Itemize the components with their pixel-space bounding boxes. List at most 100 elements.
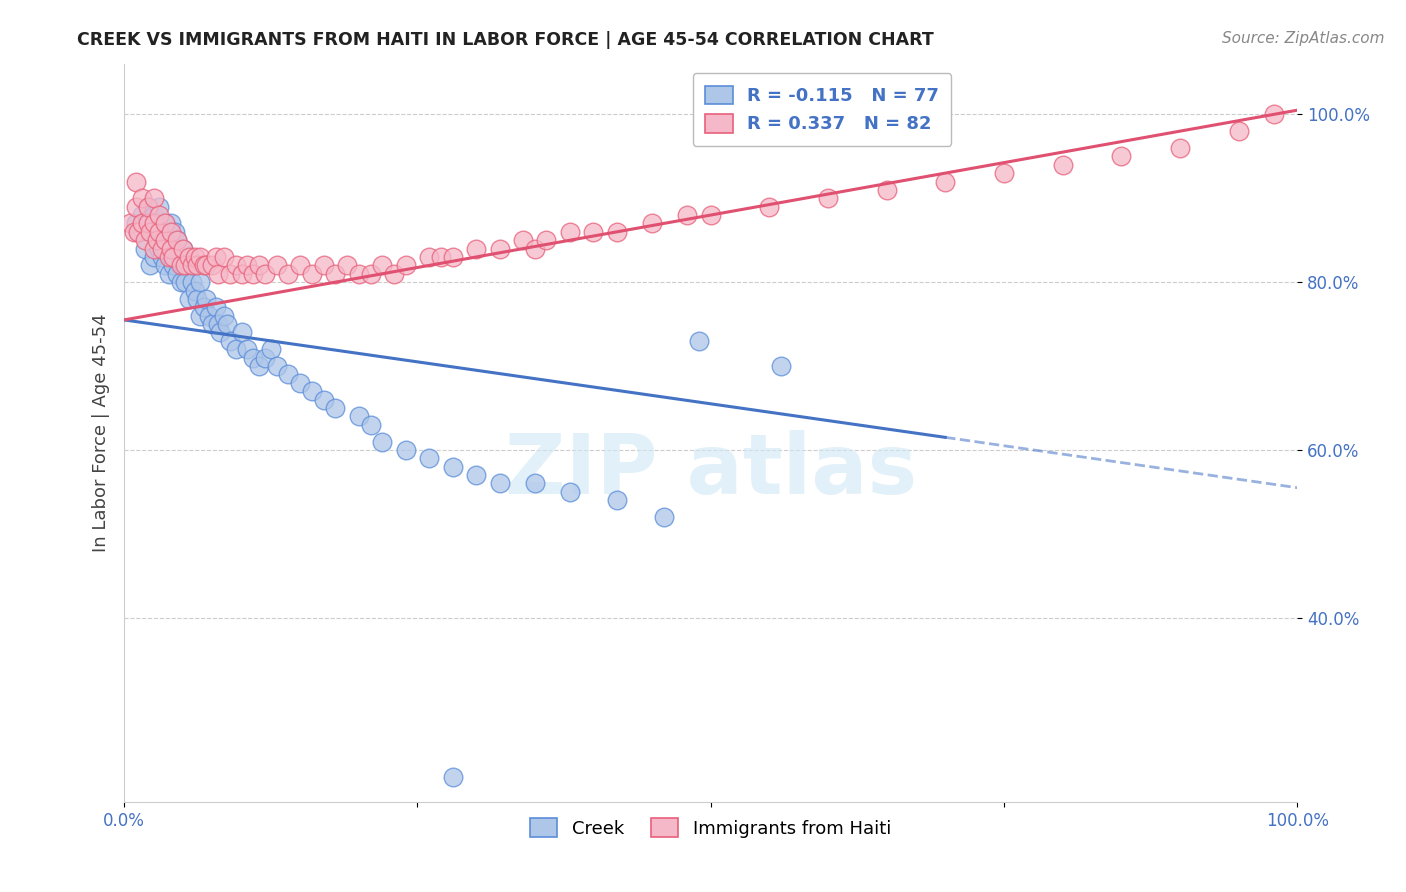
- Point: [676, 208, 699, 222]
- Point: [1227, 124, 1250, 138]
- Point: [181, 275, 204, 289]
- Point: [204, 301, 226, 315]
- Point: [186, 259, 208, 273]
- Point: [166, 233, 188, 247]
- Point: [253, 267, 276, 281]
- Point: [225, 259, 247, 273]
- Point: [155, 233, 177, 247]
- Point: [125, 200, 148, 214]
- Point: [606, 225, 628, 239]
- Point: [231, 326, 253, 340]
- Point: [209, 326, 232, 340]
- Point: [758, 200, 780, 214]
- Point: [155, 259, 177, 273]
- Point: [347, 267, 370, 281]
- Point: [160, 217, 183, 231]
- Point: [225, 343, 247, 357]
- Point: [441, 459, 464, 474]
- Point: [218, 334, 240, 348]
- Point: [163, 225, 186, 239]
- Point: [160, 225, 183, 239]
- Point: [236, 259, 259, 273]
- Point: [131, 191, 153, 205]
- Point: [1168, 141, 1191, 155]
- Point: [131, 208, 153, 222]
- Point: [174, 275, 197, 289]
- Point: [441, 250, 464, 264]
- Point: [488, 476, 510, 491]
- Point: [142, 191, 165, 205]
- Point: [177, 250, 200, 264]
- Point: [160, 250, 183, 264]
- Point: [1109, 149, 1132, 163]
- Point: [688, 334, 710, 348]
- Point: [204, 250, 226, 264]
- Point: [558, 484, 581, 499]
- Point: [418, 451, 440, 466]
- Point: [157, 250, 180, 264]
- Point: [195, 292, 218, 306]
- Point: [157, 233, 180, 247]
- Point: [336, 259, 359, 273]
- Point: [395, 259, 418, 273]
- Point: [371, 259, 394, 273]
- Point: [157, 267, 180, 281]
- Point: [136, 217, 159, 231]
- Point: [523, 242, 546, 256]
- Point: [371, 434, 394, 449]
- Point: [242, 351, 264, 365]
- Point: [177, 292, 200, 306]
- Point: [247, 359, 270, 373]
- Point: [301, 384, 323, 399]
- Point: [277, 368, 299, 382]
- Point: [160, 242, 183, 256]
- Point: [172, 259, 194, 273]
- Point: [260, 343, 283, 357]
- Point: [465, 468, 488, 483]
- Text: CREEK VS IMMIGRANTS FROM HAITI IN LABOR FORCE | AGE 45-54 CORRELATION CHART: CREEK VS IMMIGRANTS FROM HAITI IN LABOR …: [77, 31, 934, 49]
- Point: [770, 359, 793, 373]
- Point: [183, 259, 205, 273]
- Point: [253, 351, 276, 365]
- Point: [231, 267, 253, 281]
- Point: [195, 259, 218, 273]
- Point: [177, 259, 200, 273]
- Point: [418, 250, 440, 264]
- Point: [312, 259, 335, 273]
- Point: [136, 200, 159, 214]
- Point: [817, 191, 839, 205]
- Point: [360, 267, 382, 281]
- Point: [207, 317, 229, 331]
- Point: [266, 359, 288, 373]
- Point: [236, 343, 259, 357]
- Point: [169, 259, 191, 273]
- Y-axis label: In Labor Force | Age 45-54: In Labor Force | Age 45-54: [93, 314, 110, 552]
- Legend: Creek, Immigrants from Haiti: Creek, Immigrants from Haiti: [523, 811, 898, 845]
- Point: [183, 250, 205, 264]
- Point: [166, 267, 188, 281]
- Point: [1263, 107, 1285, 121]
- Point: [207, 267, 229, 281]
- Point: [183, 284, 205, 298]
- Point: [218, 267, 240, 281]
- Point: [150, 250, 173, 264]
- Point: [288, 259, 311, 273]
- Point: [193, 259, 215, 273]
- Point: [120, 217, 142, 231]
- Point: [876, 183, 898, 197]
- Point: [127, 225, 149, 239]
- Point: [212, 309, 235, 323]
- Point: [139, 225, 162, 239]
- Point: [201, 259, 224, 273]
- Point: [155, 217, 177, 231]
- Point: [360, 417, 382, 432]
- Point: [325, 267, 347, 281]
- Point: [606, 493, 628, 508]
- Point: [558, 225, 581, 239]
- Point: [190, 250, 212, 264]
- Point: [142, 242, 165, 256]
- Point: [122, 225, 145, 239]
- Point: [162, 250, 184, 264]
- Point: [536, 233, 558, 247]
- Point: [150, 242, 173, 256]
